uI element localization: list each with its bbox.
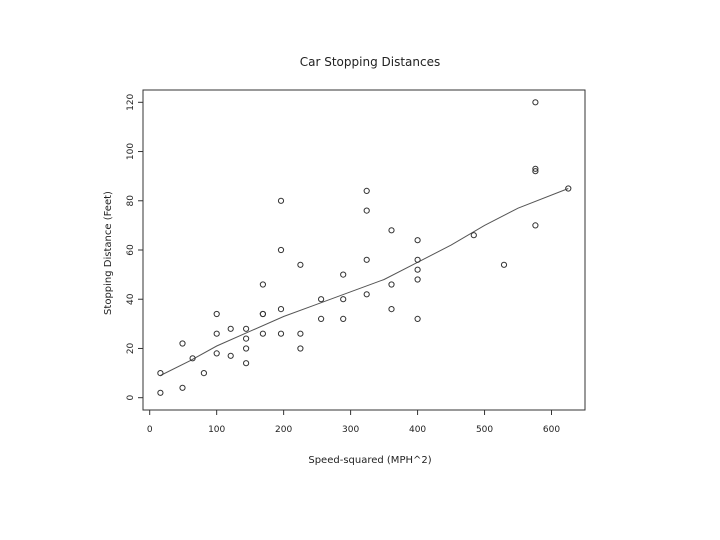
data-point bbox=[157, 370, 164, 377]
data-point bbox=[213, 330, 220, 337]
data-point bbox=[259, 330, 266, 337]
data-point bbox=[213, 310, 220, 318]
x-tick-label: 300 bbox=[342, 425, 359, 435]
data-point bbox=[259, 281, 266, 288]
data-point bbox=[243, 360, 250, 367]
y-tick-label: 20 bbox=[126, 342, 136, 354]
data-point bbox=[227, 325, 234, 332]
data-point bbox=[388, 306, 395, 313]
chart-title: Car Stopping Distances bbox=[300, 55, 440, 69]
data-point bbox=[532, 99, 539, 106]
data-point bbox=[297, 345, 304, 352]
data-point bbox=[179, 384, 186, 391]
data-point bbox=[243, 335, 250, 342]
data-point bbox=[227, 352, 234, 359]
data-point bbox=[414, 266, 421, 273]
data-point bbox=[189, 355, 196, 362]
data-point bbox=[179, 340, 186, 347]
fit-line bbox=[160, 188, 569, 376]
data-point bbox=[297, 330, 304, 337]
data-points bbox=[157, 99, 572, 396]
y-tick-label: 100 bbox=[126, 143, 136, 160]
y-tick-label: 120 bbox=[126, 93, 136, 110]
x-tick-label: 200 bbox=[275, 425, 292, 435]
x-axis-label: Speed-squared (MPH^2) bbox=[308, 455, 431, 466]
data-point bbox=[363, 207, 370, 214]
data-point bbox=[363, 291, 370, 298]
data-point bbox=[470, 232, 477, 239]
y-axis: 0 20 40 60 80 100 120 bbox=[126, 93, 143, 401]
x-tick-label: 0 bbox=[147, 425, 153, 435]
data-point bbox=[388, 227, 395, 234]
data-point bbox=[318, 296, 325, 303]
data-point bbox=[414, 315, 421, 322]
data-point bbox=[243, 325, 250, 332]
data-point bbox=[414, 276, 421, 283]
data-point bbox=[388, 281, 395, 288]
y-tick-label: 80 bbox=[126, 195, 136, 207]
y-axis-label: Stopping Distance (Feet) bbox=[103, 191, 114, 315]
data-point bbox=[363, 256, 370, 263]
data-point bbox=[259, 310, 266, 318]
x-tick-label: 400 bbox=[409, 425, 426, 435]
data-point bbox=[340, 296, 347, 303]
data-point bbox=[414, 237, 421, 244]
plot-frame bbox=[142, 89, 586, 411]
data-point bbox=[532, 168, 539, 175]
data-point bbox=[318, 315, 325, 322]
data-point bbox=[532, 222, 539, 229]
data-point bbox=[277, 306, 285, 313]
data-point bbox=[297, 261, 304, 268]
y-tick-label: 40 bbox=[126, 293, 136, 305]
data-point bbox=[414, 256, 421, 263]
data-point bbox=[200, 370, 207, 377]
data-point bbox=[243, 345, 250, 352]
data-point bbox=[277, 246, 285, 254]
x-tick-label: 100 bbox=[208, 425, 225, 435]
data-point bbox=[213, 350, 220, 357]
data-point bbox=[532, 165, 539, 172]
y-tick-label: 60 bbox=[126, 244, 136, 256]
y-tick-label: 0 bbox=[126, 395, 136, 401]
x-tick-label: 500 bbox=[476, 425, 493, 435]
data-point bbox=[500, 261, 508, 268]
x-tick-label: 600 bbox=[543, 425, 560, 435]
x-axis: 0 100 200 300 400 500 600 bbox=[147, 410, 560, 435]
data-point bbox=[157, 389, 164, 396]
data-point bbox=[277, 197, 285, 204]
data-point bbox=[363, 187, 370, 194]
data-point bbox=[340, 271, 347, 278]
data-point bbox=[340, 315, 347, 322]
data-point bbox=[565, 185, 572, 192]
data-point bbox=[277, 330, 285, 337]
